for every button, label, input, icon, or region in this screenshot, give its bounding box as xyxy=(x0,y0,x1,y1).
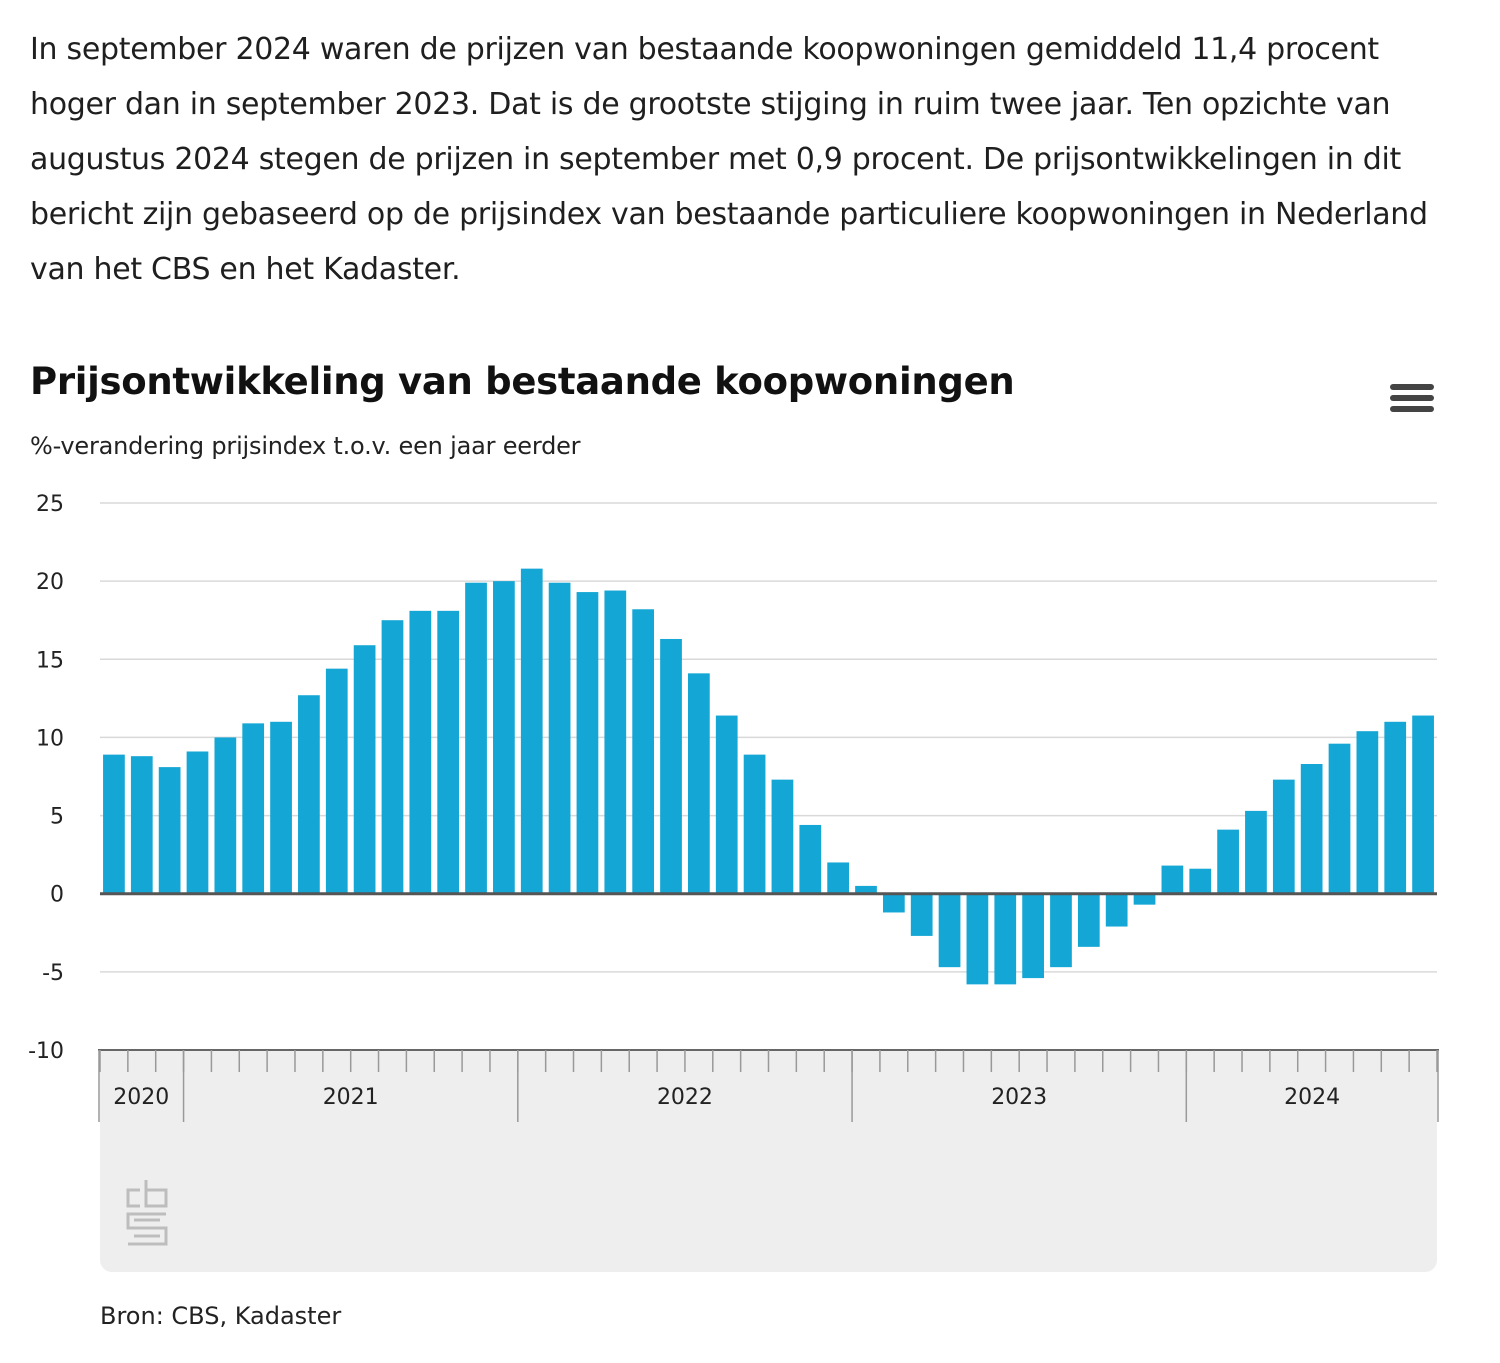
bar xyxy=(465,582,487,894)
x-year-label: 2020 xyxy=(113,1085,169,1110)
bar xyxy=(1217,829,1239,894)
bar xyxy=(966,893,989,985)
bar xyxy=(520,568,543,894)
x-year-label: 2023 xyxy=(991,1085,1047,1110)
y-tick-label: -5 xyxy=(42,961,64,986)
navigator-background xyxy=(100,1050,1437,1272)
y-tick-label: 15 xyxy=(36,648,64,673)
bar xyxy=(1189,868,1212,894)
bar xyxy=(1328,743,1351,894)
x-year-label: 2024 xyxy=(1284,1085,1340,1110)
navigator[interactable]: 2020 2021 2022 2023 2024 xyxy=(98,1049,1439,1272)
bar xyxy=(270,721,292,894)
bar xyxy=(493,581,515,894)
axes: 25 20 15 10 5 0 -5 -10 xyxy=(28,492,1437,1064)
bars xyxy=(103,568,1434,985)
chart-subtitle: %-verandering prijsindex t.o.v. een jaar… xyxy=(30,432,581,460)
bar xyxy=(130,756,153,894)
bar xyxy=(604,590,627,894)
bar xyxy=(1022,893,1044,979)
y-tick-label: 5 xyxy=(50,805,64,830)
cbs-logo xyxy=(126,1180,168,1246)
bar xyxy=(799,824,822,894)
bar xyxy=(660,638,682,894)
bar xyxy=(576,592,599,894)
bar xyxy=(743,754,766,894)
bar xyxy=(437,610,460,894)
hamburger-menu-icon[interactable] xyxy=(1390,384,1434,420)
bar xyxy=(353,645,376,894)
grid-lines xyxy=(100,502,1437,973)
y-tick-label: 10 xyxy=(36,726,64,751)
x-year-label: 2022 xyxy=(657,1085,713,1110)
bar xyxy=(214,737,237,894)
chart-title: Prijsontwikkeling van bestaande koopwoni… xyxy=(30,360,1015,403)
bar xyxy=(1161,865,1184,894)
bar xyxy=(1384,721,1407,894)
bar xyxy=(771,779,794,894)
bar xyxy=(325,668,348,894)
logo-c xyxy=(126,1188,140,1208)
bar xyxy=(910,893,933,936)
bar xyxy=(1245,810,1267,894)
y-tick-label: 20 xyxy=(36,570,64,595)
bar xyxy=(1077,893,1100,947)
bar xyxy=(242,723,265,894)
bar-chart: 25 20 15 10 5 0 -5 -10 2020 2021 2022 2023 2024 xyxy=(28,492,1439,1272)
bar xyxy=(1133,893,1156,905)
bar xyxy=(298,695,320,894)
x-year-label: 2021 xyxy=(323,1085,379,1110)
y-tick-label: 25 xyxy=(36,492,64,517)
bar xyxy=(1300,764,1323,894)
bar xyxy=(548,582,571,894)
logo-b xyxy=(144,1180,168,1208)
bar xyxy=(381,620,404,894)
logo-s-inner xyxy=(134,1218,160,1238)
bar xyxy=(158,767,181,894)
source-note: Bron: CBS, Kadaster xyxy=(100,1302,342,1330)
logo-s xyxy=(126,1212,168,1246)
bar xyxy=(1356,731,1379,894)
bar xyxy=(103,754,125,894)
bar xyxy=(827,862,849,894)
bar xyxy=(1105,893,1128,927)
bar xyxy=(186,751,209,894)
bar xyxy=(409,610,432,894)
bar xyxy=(632,609,655,894)
intro-paragraph: In september 2024 waren de prijzen van b… xyxy=(30,32,1428,287)
y-tick-label: -10 xyxy=(28,1039,64,1064)
bar xyxy=(882,893,905,913)
bar xyxy=(715,715,738,894)
bar xyxy=(994,893,1017,985)
bar xyxy=(938,893,961,968)
bar xyxy=(855,885,877,894)
bar xyxy=(1272,779,1295,894)
bar xyxy=(1412,715,1434,894)
y-tick-label: 0 xyxy=(50,883,64,908)
bar xyxy=(1050,893,1072,968)
bar xyxy=(688,673,710,894)
